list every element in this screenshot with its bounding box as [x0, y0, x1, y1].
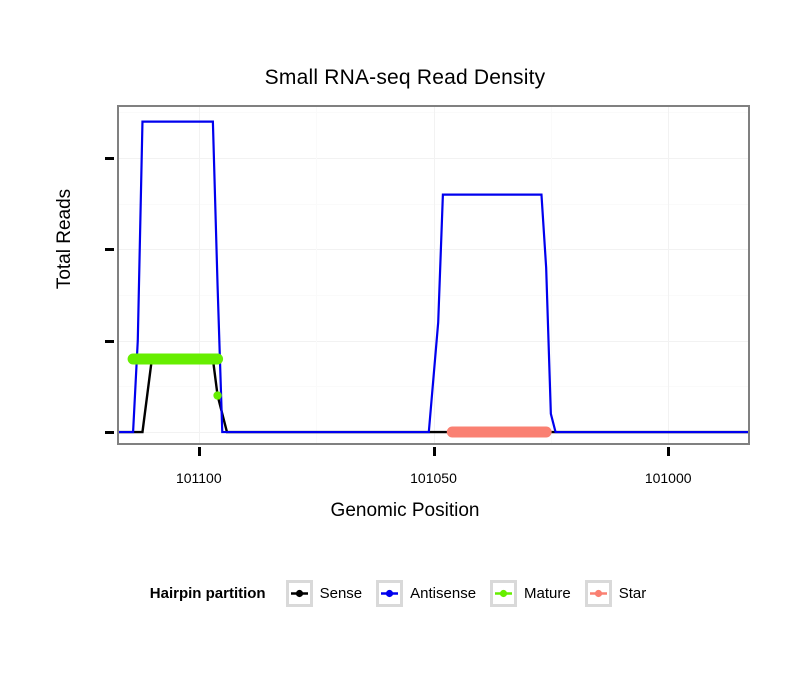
data-point	[532, 427, 541, 437]
legend-item-antisense[interactable]: Antisense	[376, 580, 476, 607]
series-layer	[119, 120, 748, 438]
plot-panel	[117, 105, 750, 445]
data-point	[128, 354, 138, 364]
x-axis-title: Genomic Position	[330, 500, 480, 521]
x-tick-label: 101000	[644, 470, 692, 486]
data-point	[166, 354, 175, 364]
legend-label: Antisense	[410, 585, 477, 602]
data-point	[541, 427, 551, 437]
legend-label: Sense	[319, 585, 363, 602]
y-axis-title: Total Reads	[54, 188, 75, 290]
data-point	[476, 427, 485, 437]
data-point	[157, 354, 166, 364]
gridline	[198, 107, 200, 443]
series-antisense	[119, 120, 748, 434]
y-tick-mark	[105, 248, 114, 252]
data-point	[523, 427, 532, 437]
data-point	[213, 391, 222, 400]
data-point	[466, 427, 476, 437]
legend-label: Mature	[524, 585, 571, 602]
data-point	[513, 427, 523, 437]
x-tick-mark	[197, 447, 201, 456]
legend-item-sense[interactable]: Sense	[285, 580, 363, 607]
data-point	[194, 354, 203, 364]
data-point	[448, 427, 457, 437]
data-point	[147, 354, 157, 364]
data-point	[504, 427, 513, 437]
y-tick-mark	[105, 157, 114, 161]
legend-label: Star	[618, 585, 647, 602]
gridline	[668, 107, 670, 443]
y-tick-mark	[105, 431, 114, 435]
gridline	[550, 107, 552, 443]
plot-area	[119, 107, 748, 443]
gridline	[433, 107, 435, 443]
legend-key-sense-icon	[285, 580, 313, 607]
legend-key-antisense-icon	[376, 580, 404, 607]
x-tick-label: 101100	[175, 470, 222, 486]
data-point	[213, 354, 222, 364]
data-point	[138, 354, 147, 364]
gridline	[316, 107, 318, 443]
legend-key-mature-icon	[490, 580, 518, 607]
data-point	[175, 354, 185, 364]
data-point	[485, 427, 495, 437]
data-point	[203, 354, 213, 364]
legend-title: Hairpin partition	[149, 585, 266, 602]
legend-item-mature[interactable]: Mature	[490, 580, 571, 607]
data-point	[495, 427, 504, 437]
y-tick-mark	[105, 339, 114, 343]
chart-title: Small RNA-seq Read Density	[264, 66, 546, 89]
data-point	[457, 427, 466, 437]
legend-items: Sense Antisense Mature Star	[285, 580, 661, 607]
legend-item-star[interactable]: Star	[584, 580, 647, 607]
legend: Hairpin partition Sense Antisense Mature St…	[0, 580, 810, 607]
data-point	[185, 354, 194, 364]
legend-key-star-icon	[584, 580, 612, 607]
x-tick-mark	[667, 447, 671, 456]
x-tick-mark	[432, 447, 436, 456]
x-tick-label: 101050	[410, 470, 457, 486]
